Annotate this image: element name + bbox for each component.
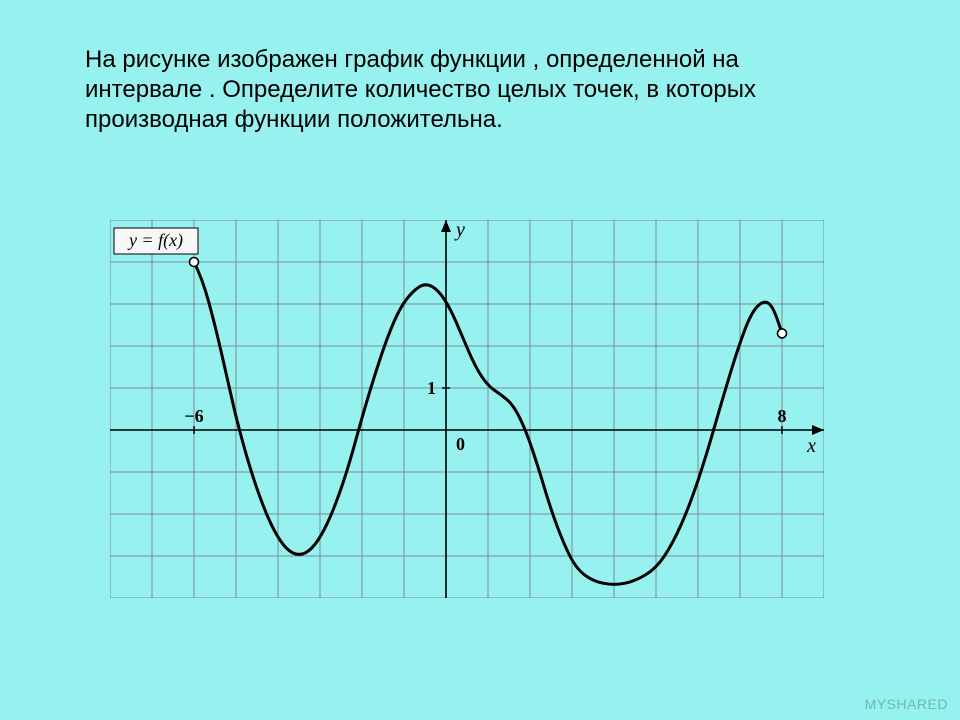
- svg-text:8: 8: [778, 406, 787, 426]
- chart-container: −6 0 8 1 y x y = f(x): [110, 220, 824, 603]
- text-line-1: На рисунке изображен график функции , оп…: [85, 46, 739, 73]
- svg-text:0: 0: [456, 434, 465, 454]
- svg-text:1: 1: [427, 378, 436, 398]
- axes: [110, 220, 824, 598]
- svg-text:x: x: [806, 435, 816, 457]
- text-line-2: интервале . Определите количество целых …: [85, 76, 756, 103]
- text-line-3: производная функции положительна.: [85, 106, 503, 133]
- open-endpoint: [190, 258, 199, 267]
- function-chart: −6 0 8 1 y x y = f(x): [110, 220, 824, 598]
- problem-text: На рисунке изображен график функции , оп…: [85, 45, 805, 135]
- svg-text:y = f(x): y = f(x): [127, 230, 183, 251]
- watermark: MYSHARED: [865, 696, 948, 712]
- svg-text:y: y: [454, 220, 465, 241]
- function-label: y = f(x): [114, 228, 198, 254]
- grid: [110, 220, 824, 598]
- svg-text:−6: −6: [184, 406, 203, 426]
- tick-labels: −6 0 8 1 y x: [184, 220, 816, 457]
- open-endpoint: [778, 329, 787, 338]
